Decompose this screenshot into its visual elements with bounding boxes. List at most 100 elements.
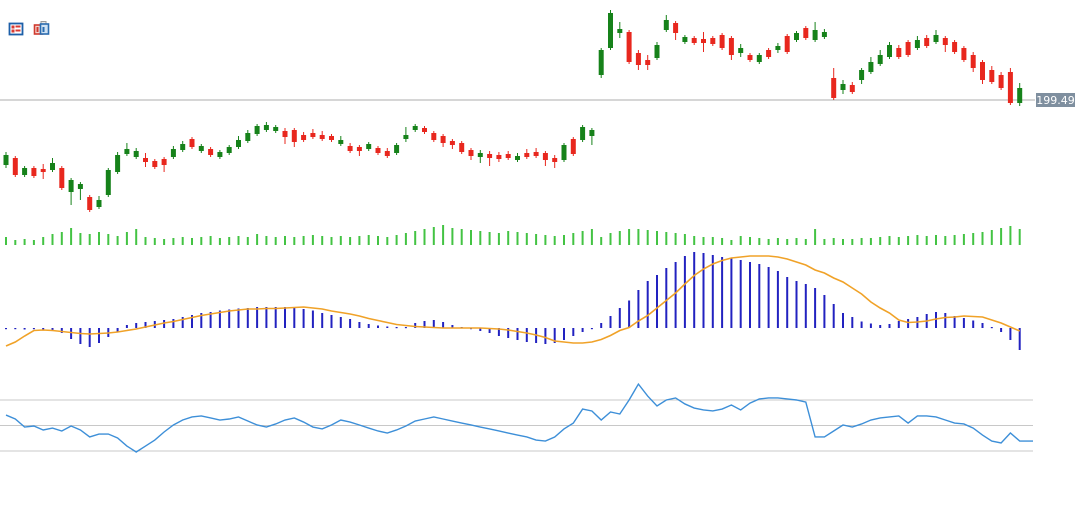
- candle-body: [515, 156, 520, 160]
- macd-histogram-bar: [739, 260, 742, 328]
- candle-body: [338, 140, 344, 144]
- volume-pane: [5, 225, 1021, 245]
- chart-window-icon: [33, 21, 51, 41]
- candle-body: [719, 35, 725, 48]
- volume-bar: [656, 231, 658, 245]
- macd-histogram-bar: [990, 327, 993, 329]
- macd-histogram-bar: [386, 326, 389, 328]
- macd-histogram-bar: [656, 275, 658, 328]
- macd-histogram-bar: [721, 257, 724, 328]
- volume-bar: [572, 233, 575, 245]
- candle-body: [124, 149, 130, 154]
- macd-histogram-bar: [776, 271, 779, 328]
- macd-histogram-bar: [711, 255, 714, 328]
- volume-bar: [349, 237, 352, 245]
- macd-histogram-bar: [209, 312, 212, 328]
- macd-histogram-bar: [404, 327, 407, 329]
- volume-bar: [218, 238, 221, 245]
- candle-body: [273, 127, 279, 131]
- volume-bar: [972, 233, 975, 245]
- macd-histogram-bar: [544, 328, 547, 344]
- chart-window-button[interactable]: [33, 20, 51, 38]
- macd-histogram-bar: [832, 304, 835, 328]
- candle-body: [356, 147, 362, 151]
- candle-body: [68, 180, 74, 192]
- candle-body: [263, 125, 269, 130]
- candle-body: [570, 139, 576, 154]
- volume-bar: [414, 231, 417, 245]
- volume-bar: [135, 229, 138, 245]
- volume-bar: [581, 231, 584, 245]
- macd-histogram-bar: [265, 307, 268, 328]
- volume-bar: [144, 237, 147, 245]
- candle-body: [468, 150, 474, 156]
- candle-body: [152, 161, 158, 167]
- candle-body: [756, 55, 762, 62]
- macd-histogram-bar: [432, 320, 435, 328]
- candle-body: [896, 48, 902, 57]
- macd-histogram-bar: [191, 315, 193, 328]
- macd-histogram-bar: [525, 328, 528, 342]
- macd-histogram-bar: [581, 328, 584, 332]
- macd-histogram-bar: [1000, 328, 1003, 332]
- volume-bar: [209, 236, 212, 245]
- volume-bar: [730, 240, 733, 245]
- volume-bar: [256, 234, 259, 245]
- volume-bar: [42, 237, 45, 245]
- macd-histogram-bar: [590, 328, 593, 330]
- candle-body: [626, 32, 632, 62]
- volume-bar: [51, 234, 54, 245]
- volume-bar: [590, 229, 593, 245]
- volume-bar: [228, 237, 231, 245]
- quote-board-icon: [8, 22, 25, 41]
- macd-histogram-bar: [823, 295, 826, 328]
- volume-bar: [125, 232, 128, 245]
- quote-board-button[interactable]: [7, 20, 25, 38]
- volume-bar: [711, 237, 714, 245]
- candle-body: [533, 152, 539, 156]
- candle-body: [459, 143, 465, 152]
- candle-body: [524, 153, 530, 157]
- volume-bar: [163, 239, 166, 245]
- macd-histogram-bar: [683, 256, 686, 328]
- volume-bar: [544, 235, 547, 245]
- macd-histogram-bar: [358, 322, 361, 328]
- volume-bar: [516, 232, 519, 245]
- volume-bar: [497, 233, 500, 245]
- volume-bar: [284, 236, 286, 245]
- macd-histogram-bar: [42, 328, 45, 330]
- candle-body: [375, 148, 381, 153]
- last-price-label: 199.49: [1036, 94, 1075, 107]
- macd-histogram-bar: [163, 320, 166, 328]
- volume-bar: [953, 235, 956, 245]
- candle-body: [12, 158, 18, 175]
- candle-body: [105, 170, 111, 195]
- macd-histogram-bar: [218, 310, 221, 328]
- volume-bar: [358, 236, 361, 245]
- volume-bar: [990, 230, 993, 245]
- macd-histogram-bar: [795, 281, 798, 328]
- macd-histogram-bar: [479, 328, 482, 331]
- macd-histogram-bar: [442, 322, 445, 328]
- volume-bar: [897, 237, 900, 245]
- macd-histogram-bar: [284, 307, 286, 328]
- volume-bar: [442, 225, 445, 245]
- volume-bar: [451, 228, 454, 245]
- volume-bar: [191, 238, 193, 245]
- candle-body: [505, 154, 511, 158]
- macd-histogram-bar: [88, 328, 91, 347]
- macd-histogram-bar: [60, 328, 63, 333]
- candle-body: [310, 133, 316, 137]
- macd-histogram-bar: [981, 323, 984, 328]
- macd-histogram-bar: [758, 264, 761, 328]
- macd-histogram-bar: [1009, 328, 1012, 340]
- candle-body: [859, 70, 865, 80]
- candle-body: [691, 38, 697, 43]
- macd-histogram-bar: [888, 324, 891, 328]
- price-pane: [0, 10, 1035, 212]
- volume-bar: [944, 236, 947, 245]
- macd-histogram-bar: [814, 288, 817, 328]
- macd-histogram-bar: [563, 328, 565, 340]
